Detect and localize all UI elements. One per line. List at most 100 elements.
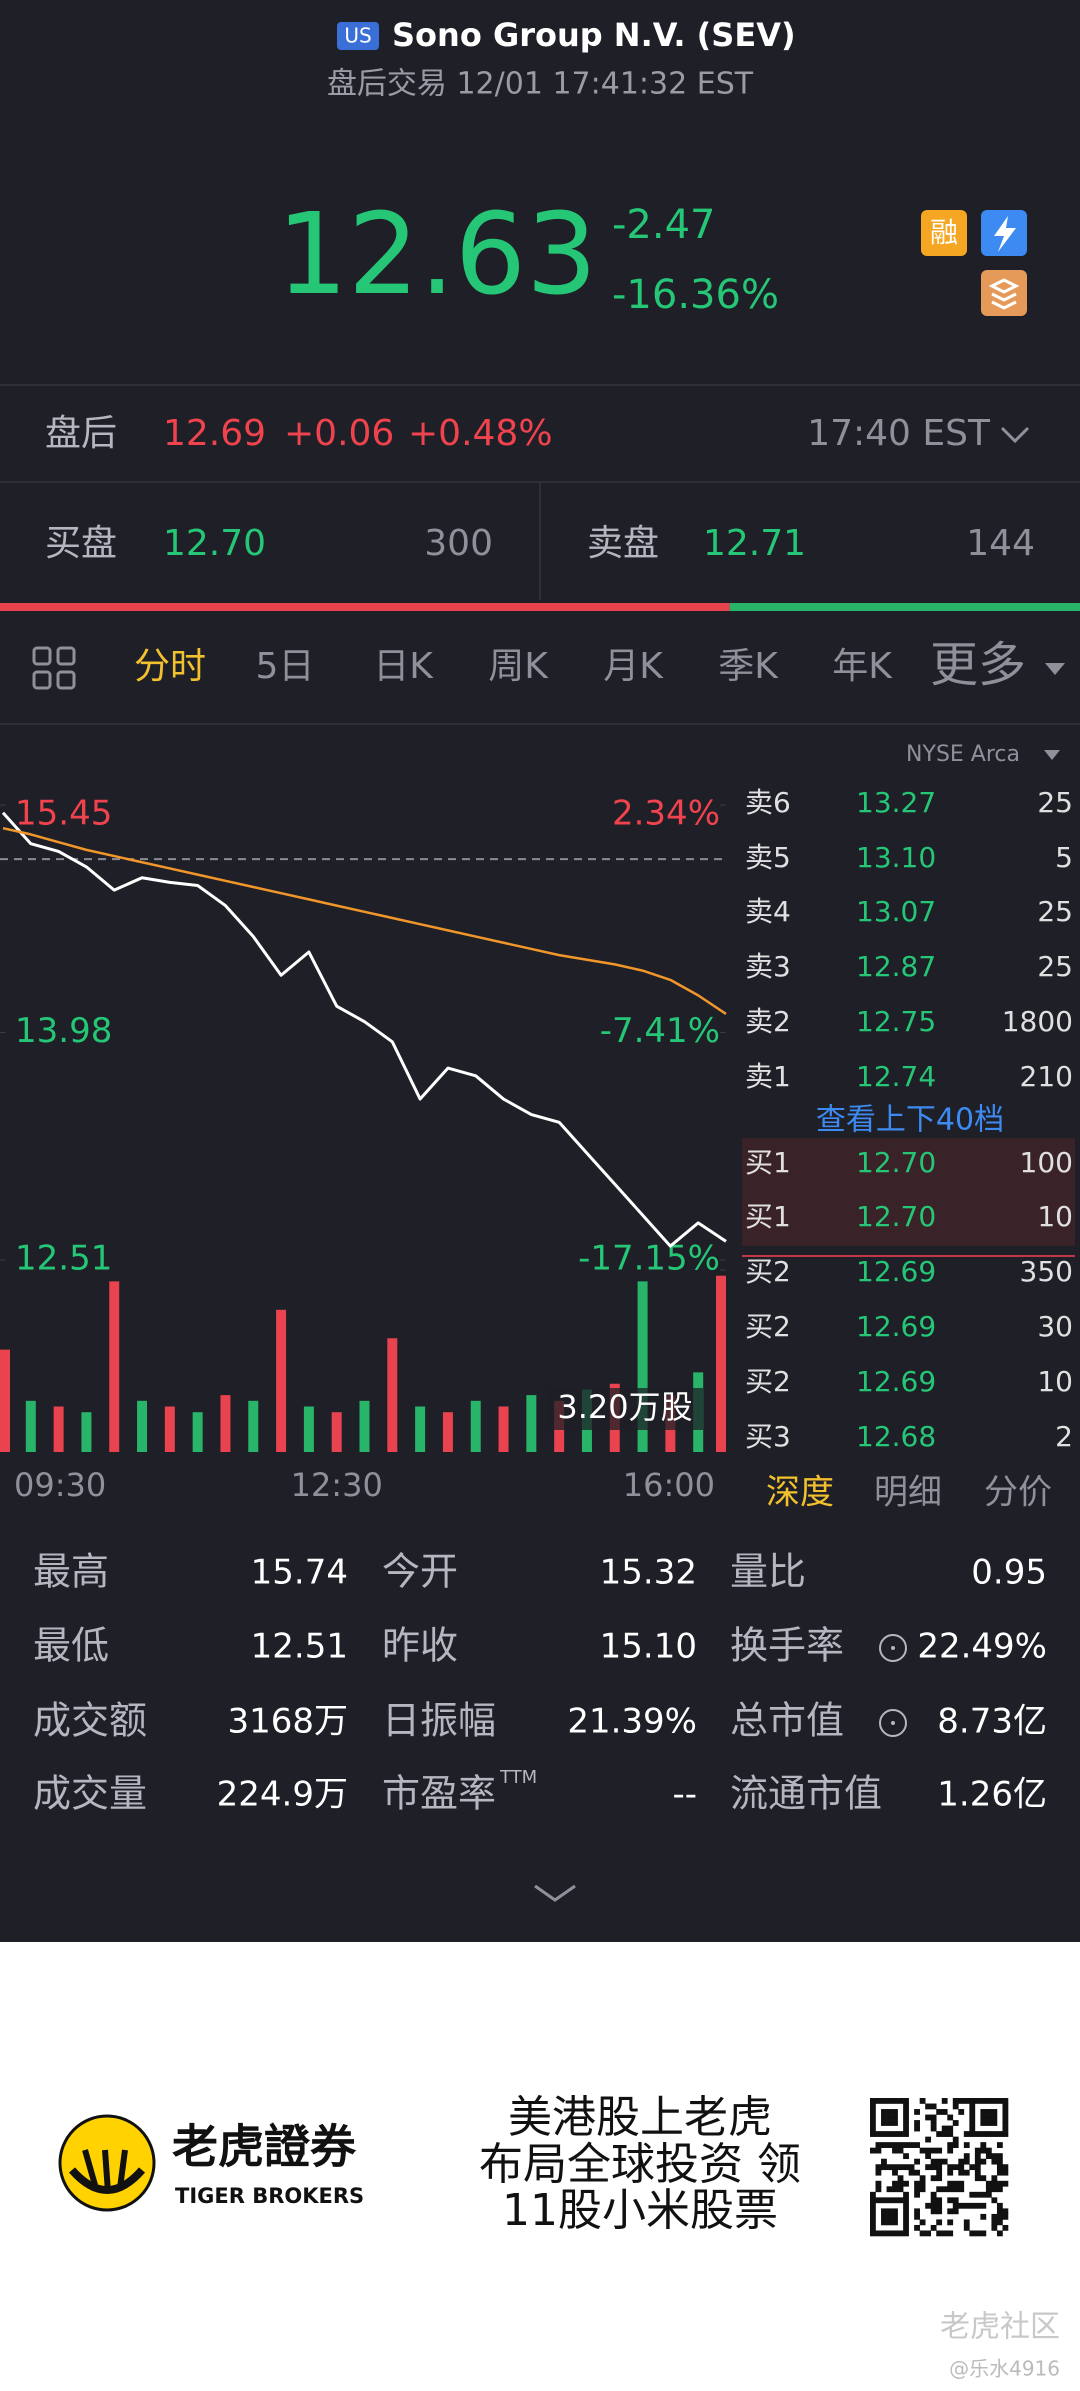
qr-module [886, 2230, 893, 2237]
qr-module [969, 2114, 976, 2121]
qr-module [886, 2208, 893, 2215]
margin-badge-bg[interactable] [921, 210, 967, 256]
qr-module [947, 2142, 954, 2148]
qr-module [980, 2120, 987, 2126]
dropdown-chevron[interactable] [1000, 426, 1030, 444]
qr-module [919, 2147, 926, 2154]
qr-module [892, 2180, 898, 2187]
after-hours-label: 盘后 [45, 413, 117, 454]
qr-module [875, 2131, 882, 2137]
ask-label: 卖盘 [587, 523, 659, 564]
qr-module [903, 2191, 909, 2198]
qr-module [897, 2131, 904, 2137]
qr-module [930, 2224, 937, 2231]
qr-module [903, 2164, 909, 2171]
chart-tab[interactable]: 年K [832, 646, 893, 687]
qr-module [974, 2191, 981, 2198]
chart-tab[interactable]: 周K [488, 646, 549, 687]
qr-module [886, 2131, 893, 2137]
qr-module [870, 2219, 876, 2226]
qr-module [985, 2191, 992, 2198]
qr-module [952, 2180, 959, 2187]
qr-module [991, 2153, 998, 2160]
qr-module [875, 2142, 882, 2148]
qr-module [930, 2147, 937, 2154]
qr-module [919, 2186, 926, 2193]
info-icon[interactable] [879, 1634, 907, 1662]
qr-module [936, 2219, 943, 2226]
qr-module [925, 2147, 932, 2154]
dropdown-arrow[interactable] [1044, 750, 1060, 760]
qr-module [1002, 2098, 1009, 2104]
qr-module [936, 2230, 943, 2237]
info-icon[interactable] [879, 1709, 907, 1737]
qr-module [952, 2136, 959, 2143]
qr-module [892, 2109, 898, 2115]
volume-bar [220, 1395, 231, 1452]
stat-value: 8.73亿 [937, 1702, 1047, 1742]
qr-module [875, 2230, 882, 2237]
layers-glyph [988, 278, 1020, 310]
qr-module [936, 2186, 943, 2193]
chart-tab[interactable]: 更多 [930, 637, 1026, 693]
chart-tab[interactable]: 月K [603, 646, 664, 687]
grid-icon[interactable] [32, 646, 76, 690]
qr-module [991, 2186, 998, 2193]
qr-module [996, 2186, 1003, 2193]
y-tick-label: 15.45 [15, 794, 112, 834]
order-price: 12.69 [856, 1255, 936, 1288]
qr-module [980, 2147, 987, 2154]
volume-bar [498, 1406, 509, 1452]
qr-module [897, 2180, 904, 2187]
qr-module [947, 2169, 954, 2176]
more-levels-link[interactable]: 查看上下40档 [816, 1103, 1004, 1138]
qr-module [1002, 2120, 1009, 2126]
stat-value: 224.9万 [217, 1775, 348, 1815]
qr-module [941, 2131, 948, 2137]
qr-module [930, 2164, 937, 2171]
qr-module [892, 2230, 898, 2237]
qr-module [870, 2125, 876, 2132]
qr-module [881, 2208, 887, 2215]
qr-module [980, 2131, 987, 2137]
info-dot [891, 1646, 895, 1650]
after-hours-price: 12.69 [163, 413, 266, 454]
qr-module [941, 2109, 948, 2115]
qr-module [936, 2169, 943, 2176]
x-tick-label: 12:30 [291, 1466, 383, 1504]
bid-ratio-bar [0, 603, 730, 611]
qr-module [991, 2120, 998, 2126]
qr-module [958, 2158, 965, 2165]
qr-module [958, 2109, 965, 2115]
qr-module [936, 2109, 943, 2115]
volume-bar [442, 1412, 453, 1452]
dropdown-arrow[interactable] [1045, 663, 1065, 675]
qr-module [897, 2197, 904, 2204]
chart-tab[interactable]: 分时 [134, 646, 206, 687]
qr-module [985, 2109, 992, 2115]
stat-label: 最高 [33, 1550, 109, 1594]
qr-module [870, 2208, 876, 2215]
depth-tab[interactable]: 深度 [766, 1473, 834, 1513]
chart-tab[interactable]: 日K [373, 646, 434, 687]
depth-tab[interactable]: 分价 [984, 1473, 1052, 1513]
order-level: 买1 [745, 1200, 791, 1233]
chart-tab[interactable]: 季K [718, 646, 779, 687]
chart-tab[interactable]: 5日 [256, 646, 315, 687]
qr-module [958, 2164, 965, 2171]
qr-module [958, 2098, 965, 2104]
depth-tab[interactable]: 明细 [874, 1473, 942, 1513]
qr-module [996, 2142, 1003, 2148]
exchange-selector[interactable]: NYSE Arca [906, 742, 1020, 767]
qr-module [925, 2230, 932, 2237]
qr-module [870, 2098, 876, 2104]
expand-chevron[interactable] [534, 1884, 576, 1902]
qr-module [1002, 2208, 1009, 2215]
qr-module [996, 2158, 1003, 2165]
qr-module [1002, 2213, 1009, 2220]
qr-module [963, 2224, 970, 2231]
qr-module [919, 2098, 926, 2104]
y-tick-label: 12.51 [15, 1239, 112, 1279]
qr-module [870, 2213, 876, 2220]
qr-module [903, 2103, 909, 2110]
